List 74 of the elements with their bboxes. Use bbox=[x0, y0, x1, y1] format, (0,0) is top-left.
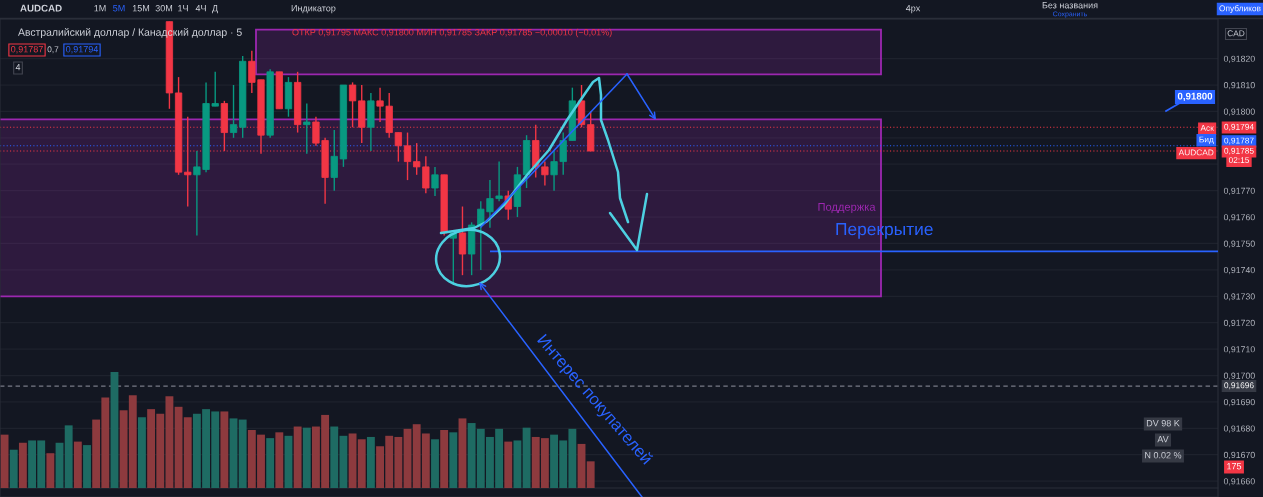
text: 15M bbox=[132, 5, 150, 12]
text: Без названия bbox=[1042, 2, 1098, 9]
y-tick-label: 0,91740 bbox=[1223, 266, 1255, 275]
bar bbox=[293, 426, 302, 488]
y-tick-label: 0,91750 bbox=[1223, 240, 1255, 248]
text: 4px bbox=[905, 5, 921, 14]
y-tick-label: 0,91800 bbox=[1223, 108, 1255, 116]
bar bbox=[302, 427, 311, 488]
annotation: 0,7 bbox=[47, 46, 59, 54]
text: 1M bbox=[94, 5, 106, 12]
annotation: AV bbox=[1157, 436, 1169, 443]
ref-line-label: Бид bbox=[1199, 136, 1214, 145]
bar bbox=[83, 445, 91, 488]
bar bbox=[522, 427, 531, 488]
y-tick-label: 0,91690 bbox=[1223, 398, 1255, 407]
candlestick bbox=[431, 166, 439, 197]
text: AUDCAD bbox=[20, 4, 62, 12]
annotation: DV 98 K bbox=[1146, 420, 1180, 427]
bar bbox=[440, 430, 449, 488]
bar bbox=[504, 441, 513, 488]
ref-line-label: Аск bbox=[1200, 125, 1214, 131]
text: 0,91787 bbox=[1224, 137, 1254, 145]
candlestick bbox=[348, 81, 357, 128]
bar bbox=[138, 417, 146, 488]
y-tick-label: 0,91730 bbox=[1223, 293, 1255, 301]
text: CAD bbox=[1227, 30, 1245, 37]
bar bbox=[18, 442, 27, 488]
y-tick-label: 0,91720 bbox=[1223, 319, 1255, 327]
bar bbox=[9, 449, 18, 488]
bar bbox=[275, 432, 284, 488]
text: 30M bbox=[155, 5, 173, 12]
text: 02:15 bbox=[1228, 157, 1250, 164]
bar bbox=[266, 438, 275, 488]
annotation: 0,91787 bbox=[11, 46, 43, 54]
y-tick-label: 0,91700 bbox=[1223, 372, 1255, 380]
text: Д bbox=[212, 5, 218, 14]
bar bbox=[220, 411, 229, 488]
candlestick bbox=[303, 102, 311, 155]
text: Индикатор bbox=[291, 5, 336, 14]
y-tick-label: 0,91820 bbox=[1223, 55, 1255, 63]
bar bbox=[366, 436, 375, 488]
bar bbox=[431, 439, 439, 488]
bar bbox=[513, 440, 522, 488]
text: 0,91785 bbox=[1224, 147, 1254, 155]
y-tick-label: 0,91760 bbox=[1223, 214, 1255, 222]
text: 5M bbox=[113, 5, 125, 12]
text: 0,91696 bbox=[1224, 382, 1254, 390]
annotation: 0,91794 bbox=[66, 46, 99, 54]
y-tick-label: 0,91810 bbox=[1223, 82, 1255, 90]
text: 0,91794 bbox=[1224, 123, 1254, 131]
annotation: N 0.02 % bbox=[1145, 452, 1182, 459]
candlestick bbox=[330, 129, 338, 192]
y-tick-label: 0,91670 bbox=[1223, 451, 1255, 460]
bar bbox=[73, 441, 82, 488]
bar bbox=[0, 434, 9, 488]
ref-line-label: AUDCAD bbox=[1178, 149, 1214, 156]
candlestick bbox=[229, 84, 238, 139]
text: Опубликов bbox=[1219, 5, 1261, 13]
y-tick-label: 0,91660 bbox=[1223, 478, 1255, 486]
annotation: 0,91800 bbox=[1177, 92, 1213, 102]
bar bbox=[46, 453, 55, 488]
text: ОТКР 0,91795 МАКС 0,91800 МИН 0,91785 ЗАКР 0,91785 −0,00010 (−0,01%) bbox=[292, 28, 612, 38]
y-tick-label: 0,91710 bbox=[1223, 346, 1255, 354]
text: 175 bbox=[1227, 463, 1242, 470]
text: 4Ч bbox=[195, 5, 206, 12]
bar bbox=[64, 425, 73, 488]
annotation: 4 bbox=[15, 64, 21, 71]
candlestick bbox=[458, 205, 467, 276]
bar bbox=[238, 419, 247, 488]
band-label: Поддержка bbox=[818, 203, 876, 213]
text: 1Ч bbox=[178, 5, 188, 12]
y-tick-label: 0,91680 bbox=[1223, 425, 1255, 433]
y-tick-label: 0,91770 bbox=[1223, 187, 1255, 195]
bar bbox=[449, 432, 458, 488]
